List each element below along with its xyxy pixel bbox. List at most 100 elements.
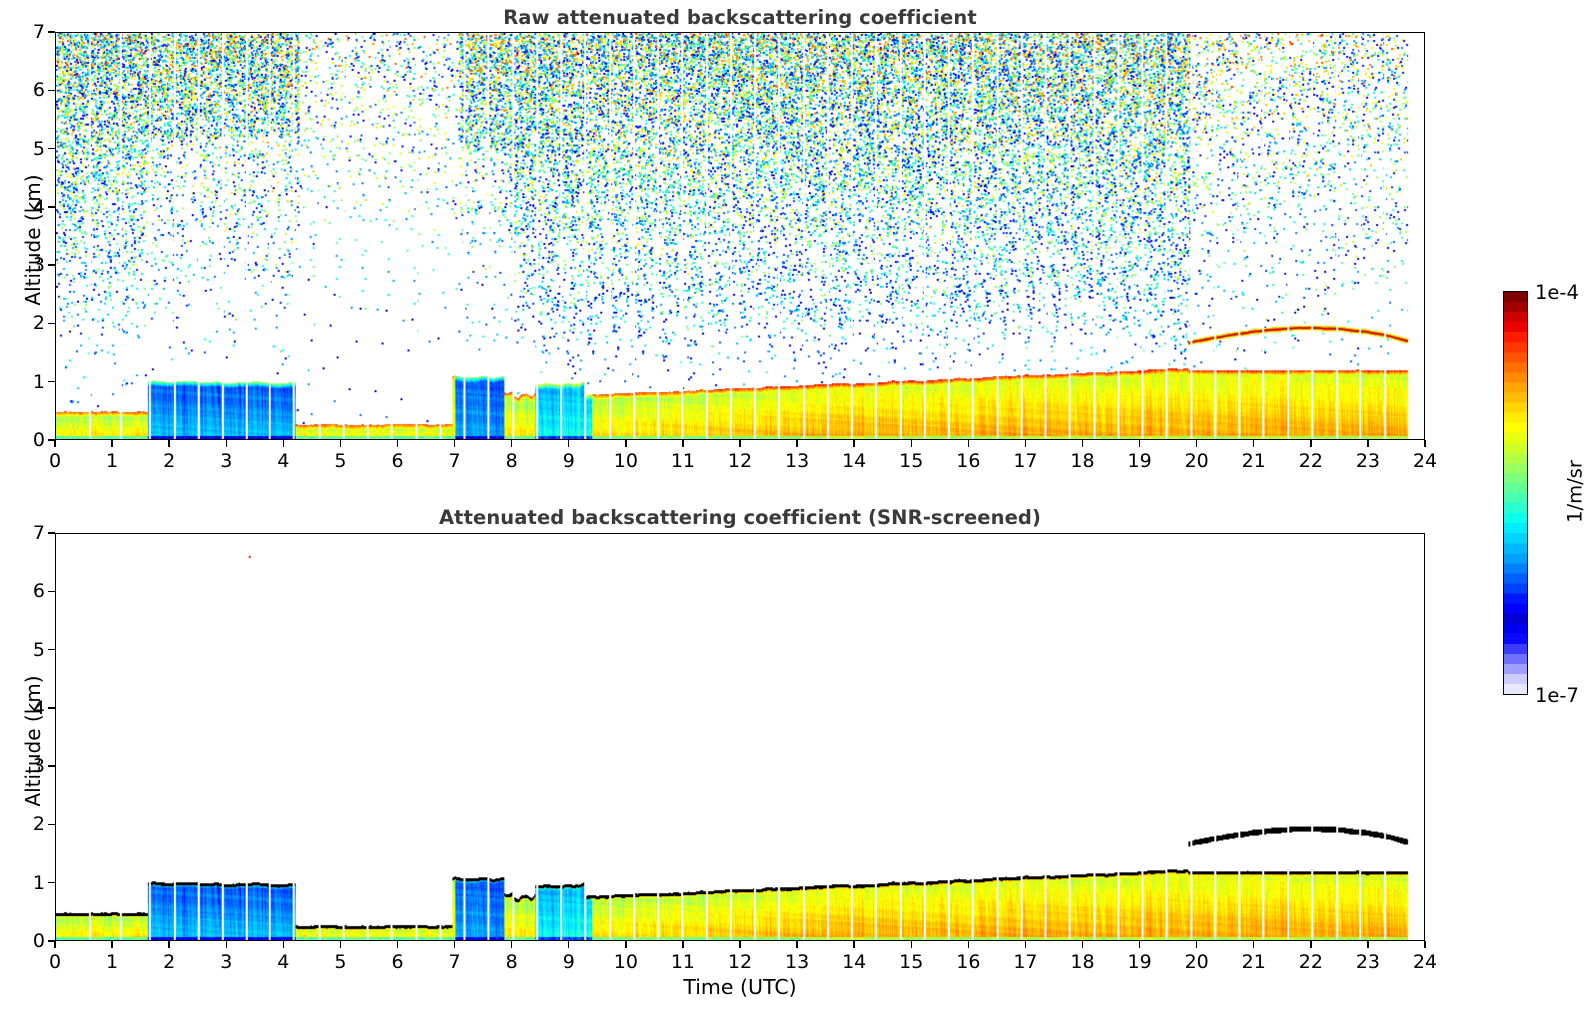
x-tick-mark [1310, 941, 1312, 948]
x-tick-label: 5 [334, 450, 347, 472]
x-tick-mark [225, 941, 227, 948]
x-tick-label: 13 [784, 951, 810, 973]
x-tick-label: 11 [670, 450, 695, 472]
x-tick-mark [1195, 941, 1198, 948]
panel-raw-plot-area[interactable] [55, 32, 1425, 440]
y-tick-mark [48, 882, 55, 884]
x-tick-label: 8 [505, 450, 518, 472]
x-tick-label: 12 [727, 951, 753, 973]
x-tick-mark [282, 941, 285, 948]
y-tick-label: 2 [32, 813, 45, 836]
x-tick-mark [111, 941, 113, 948]
y-tick-mark [48, 89, 55, 91]
x-tick-mark [396, 941, 399, 948]
y-tick-mark [48, 206, 55, 208]
y-tick-label: 4 [32, 696, 45, 719]
x-tick-label: 21 [1241, 450, 1266, 472]
y-tick-mark [48, 381, 55, 383]
x-tick-label: 18 [1070, 450, 1095, 472]
colorbar-min-label: 1e-7 [1535, 684, 1579, 707]
x-tick-label: 20 [1184, 450, 1209, 472]
y-tick-mark [48, 590, 55, 592]
y-tick-label: 5 [32, 638, 45, 661]
x-tick-mark [568, 440, 570, 447]
x-tick-label: 15 [899, 951, 924, 973]
x-tick-label: 9 [562, 951, 575, 973]
x-tick-mark [796, 941, 798, 948]
x-tick-mark [111, 440, 113, 447]
y-tick-mark [48, 765, 55, 767]
x-tick-label: 16 [956, 450, 981, 472]
x-tick-mark [1367, 941, 1369, 948]
x-tick-mark [568, 941, 570, 948]
x-tick-label: 3 [220, 450, 233, 472]
x-tick-label: 22 [1298, 951, 1323, 973]
colorbar-gradient[interactable] [1503, 291, 1528, 695]
x-tick-label: 24 [1412, 450, 1438, 472]
x-tick-mark [853, 941, 855, 948]
x-tick-mark [1424, 941, 1426, 948]
y-tick-label: 7 [32, 21, 45, 43]
x-tick-label: 6 [391, 951, 404, 973]
y-tick-label: 0 [32, 429, 45, 451]
x-tick-mark [1138, 941, 1141, 948]
y-tick-mark [48, 532, 55, 534]
y-tick-mark [48, 264, 55, 266]
y-tick-label: 2 [32, 312, 45, 335]
x-tick-mark [1195, 440, 1198, 447]
x-tick-mark [339, 941, 342, 948]
x-tick-label: 16 [956, 951, 981, 973]
x-tick-mark [282, 440, 285, 447]
x-tick-mark [453, 941, 456, 948]
y-tick-mark [48, 439, 55, 441]
x-tick-label: 19 [1127, 450, 1152, 472]
x-tick-mark [168, 941, 170, 948]
x-tick-label: 3 [220, 951, 233, 973]
x-tick-mark [1024, 440, 1027, 447]
y-tick-mark [48, 823, 55, 826]
x-tick-label: 18 [1070, 951, 1095, 973]
x-tick-mark [625, 440, 627, 447]
screened-heatmap-canvas [56, 534, 1424, 940]
x-tick-mark [54, 941, 56, 948]
x-tick-label: 21 [1241, 951, 1266, 973]
panel-raw-title: Raw attenuated backscattering coefficien… [503, 6, 977, 29]
x-tick-mark [1253, 941, 1255, 948]
x-tick-label: 10 [613, 951, 638, 973]
panel-screened-x-axis-label: Time (UTC) [683, 975, 797, 999]
x-tick-label: 1 [106, 951, 119, 973]
x-tick-label: 0 [48, 450, 62, 472]
panel-raw-y-axis-label: Altitude (km) [21, 174, 45, 306]
x-tick-label: 0 [48, 951, 62, 973]
x-tick-label: 5 [334, 951, 347, 973]
y-tick-label: 5 [32, 137, 45, 160]
x-tick-mark [396, 440, 399, 447]
x-tick-mark [453, 440, 456, 447]
y-tick-label: 7 [32, 522, 45, 544]
x-tick-label: 13 [784, 450, 810, 472]
x-tick-mark [1138, 440, 1141, 447]
x-tick-mark [1424, 440, 1426, 447]
y-tick-mark [48, 322, 55, 325]
x-tick-label: 17 [1013, 450, 1038, 472]
x-tick-label: 19 [1127, 951, 1152, 973]
x-tick-mark [682, 440, 684, 447]
x-tick-label: 10 [613, 450, 638, 472]
y-tick-label: 0 [32, 930, 45, 952]
x-tick-label: 17 [1013, 951, 1038, 973]
x-tick-label: 15 [899, 450, 924, 472]
x-tick-label: 14 [842, 450, 867, 472]
x-tick-label: 4 [277, 450, 290, 472]
x-tick-mark [967, 440, 970, 447]
x-tick-label: 24 [1412, 951, 1438, 973]
x-tick-label: 6 [391, 450, 404, 472]
x-tick-label: 4 [277, 951, 290, 973]
x-tick-mark [682, 941, 684, 948]
x-tick-label: 7 [448, 450, 461, 472]
y-tick-mark [48, 940, 55, 942]
x-tick-label: 23 [1355, 951, 1380, 973]
x-tick-mark [54, 440, 56, 447]
colorbar: 1e-4 1e-7 1/m/sr [1480, 280, 1595, 710]
panel-screened-plot-area[interactable] [55, 533, 1425, 941]
x-tick-mark [796, 440, 798, 447]
